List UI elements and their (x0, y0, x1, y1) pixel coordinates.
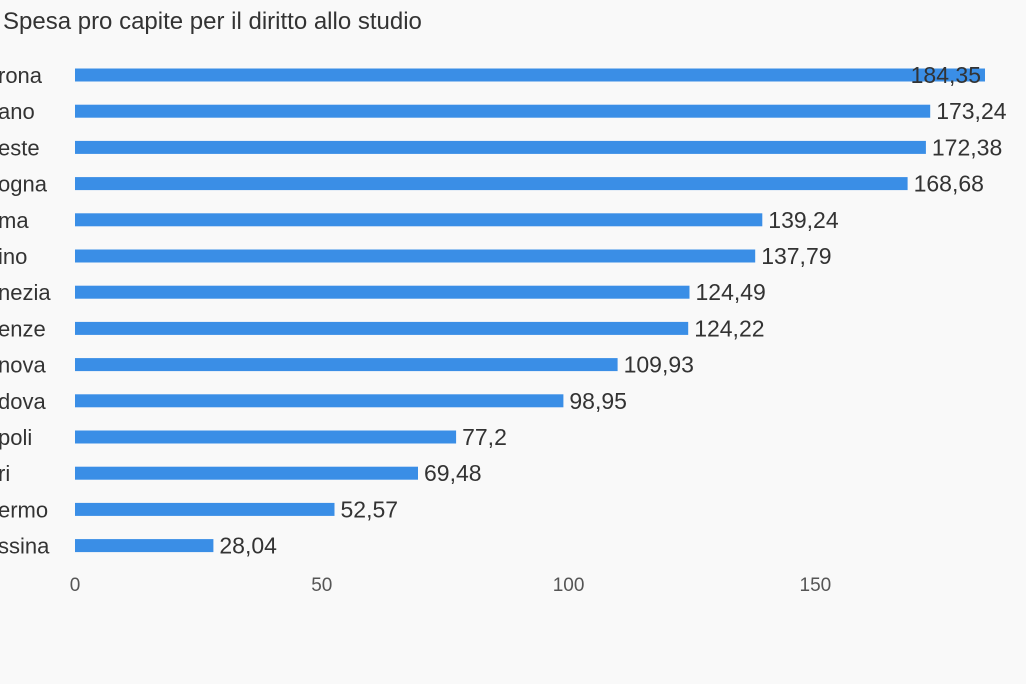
bar (75, 394, 564, 408)
category-label: este (0, 135, 40, 160)
data-label: 52,57 (341, 496, 399, 522)
bar (75, 466, 418, 480)
category-label: ano (0, 99, 35, 124)
bar (75, 285, 690, 299)
category-label: ssina (0, 534, 50, 559)
bar (75, 177, 908, 191)
chart-title: Spesa pro capite per il diritto allo stu… (3, 8, 422, 35)
bar (75, 104, 931, 118)
data-label: 109,93 (624, 352, 694, 378)
bar (75, 249, 756, 263)
x-tick-label: 100 (553, 575, 585, 596)
x-tick-label: 0 (70, 575, 81, 596)
category-label: dova (0, 389, 46, 414)
category-label: ma (0, 208, 29, 233)
data-label: 69,48 (424, 460, 482, 486)
bar (75, 68, 985, 82)
data-label: 173,24 (936, 98, 1007, 124)
data-label: 168,68 (914, 171, 984, 197)
category-label: ri (0, 461, 10, 486)
bar (75, 358, 618, 372)
category-label: ermo (0, 497, 48, 522)
data-label: 172,38 (932, 134, 1002, 160)
category-label: nezia (0, 280, 51, 305)
data-label: 77,2 (462, 424, 507, 450)
bar (75, 140, 926, 154)
bar (75, 321, 689, 335)
category-label: rona (0, 63, 43, 88)
category-label: poli (0, 425, 32, 450)
data-label: 139,24 (768, 207, 839, 233)
category-label: enze (0, 316, 46, 341)
data-label: 137,79 (761, 243, 831, 269)
category-label: ogna (0, 172, 48, 197)
data-label: 124,49 (696, 279, 766, 305)
x-tick-label: 50 (311, 575, 332, 596)
data-label: 184,35 (911, 62, 981, 88)
x-tick-label: 150 (800, 575, 832, 596)
category-label: ino (0, 244, 27, 269)
data-label: 98,95 (569, 388, 627, 414)
data-label: 124,22 (694, 315, 764, 341)
category-label: nova (0, 353, 46, 378)
bar (75, 502, 335, 516)
bar (75, 430, 457, 444)
bar (75, 213, 763, 227)
data-label: 28,04 (219, 533, 277, 559)
bar (75, 539, 214, 553)
